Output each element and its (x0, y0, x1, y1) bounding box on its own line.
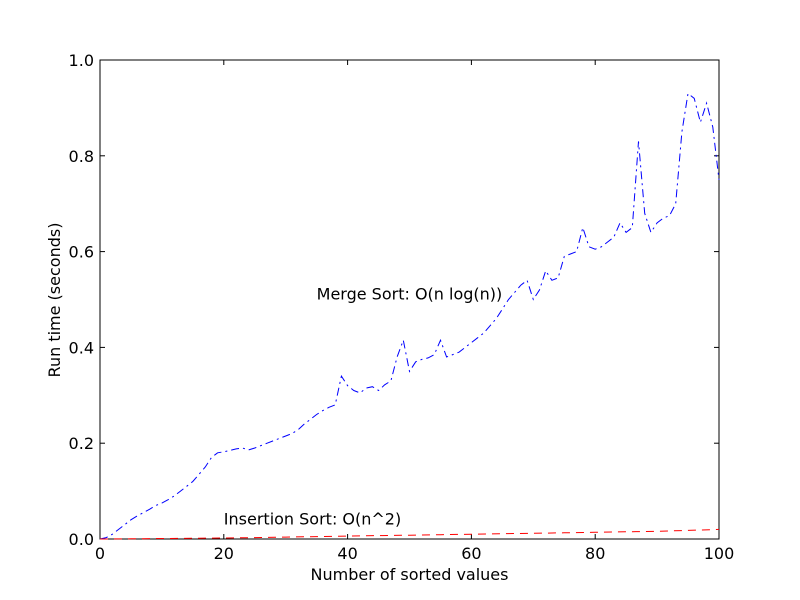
y-tick-label: 1.0 (69, 51, 94, 70)
x-axis-label: Number of sorted values (311, 565, 509, 584)
series-layer (99, 92, 720, 540)
x-tick-label: 40 (337, 544, 357, 563)
x-tick-label: 0 (95, 544, 105, 563)
y-tick-label: 0.8 (69, 147, 94, 166)
y-tick-label: 0.6 (69, 243, 94, 262)
axis-ticks: 0 20 40 60 80 100 0.0 0.2 0.4 0.6 0.8 1.0 (69, 51, 735, 563)
plot-frame (99, 59, 720, 540)
plot-area (99, 59, 720, 540)
merge-sort-series-line (99, 92, 720, 540)
y-tick-label: 0.2 (69, 434, 94, 453)
y-tick-label: 0.0 (69, 530, 94, 549)
y-tick-label: 0.4 (69, 338, 94, 357)
merge-sort-annotation: Merge Sort: O(n log(n)) (317, 285, 503, 304)
y-axis-label: Run time (seconds) (45, 223, 64, 378)
x-tick-label: 80 (585, 544, 605, 563)
x-tick-label: 100 (704, 544, 735, 563)
x-tick-label: 20 (214, 544, 234, 563)
insertion-sort-annotation: Insertion Sort: O(n^2) (224, 510, 401, 529)
annotation-layer: Merge Sort: O(n log(n)) Insertion Sort: O… (224, 285, 502, 529)
insertion-sort-series-line (99, 528, 720, 540)
x-tick-label: 60 (461, 544, 481, 563)
